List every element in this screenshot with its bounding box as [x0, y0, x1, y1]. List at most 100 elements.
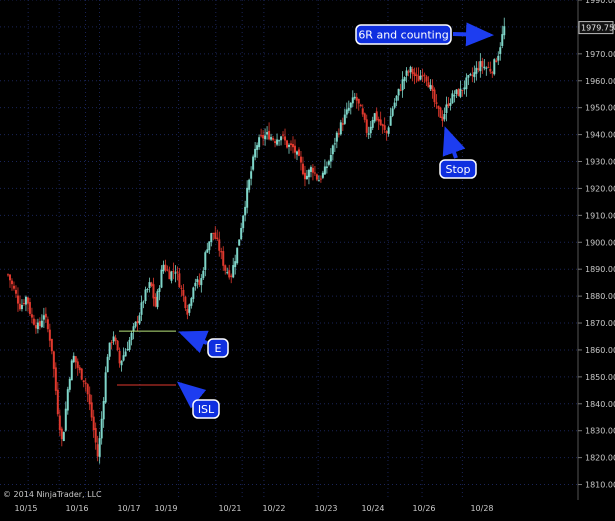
candle-body [479, 61, 482, 72]
candle-body [134, 321, 137, 327]
candle-body [286, 140, 289, 148]
candle-body [459, 88, 462, 97]
candle-body [425, 76, 428, 82]
y-tick-label: 1960.00 [585, 77, 615, 86]
candle-body [146, 288, 149, 290]
candle-body [168, 270, 171, 280]
candle-body [28, 302, 31, 314]
y-tick-label: 1830.00 [585, 427, 615, 436]
candle-body [166, 269, 169, 271]
candle-body [198, 280, 201, 285]
candle-body [276, 139, 279, 145]
candle-body [355, 97, 358, 101]
callout-box [439, 159, 477, 179]
candle-body [158, 288, 161, 292]
annotations: 6R and counting Stop E ISL [176, 22, 494, 419]
candle-body [250, 171, 253, 179]
candle-body [427, 82, 430, 88]
candle-body [447, 103, 450, 107]
candle-body [297, 149, 300, 156]
y-tick-label: 1870.00 [585, 319, 615, 328]
candle-body [256, 145, 259, 150]
candle-body [264, 135, 267, 140]
candle-body [92, 416, 95, 430]
candle-body [176, 271, 179, 273]
candle-body [10, 280, 13, 285]
candle-body [383, 125, 386, 130]
candle-body [361, 108, 364, 115]
candle-body [373, 113, 376, 122]
candle-body [495, 60, 498, 63]
candle-body [423, 74, 426, 76]
candle-body [467, 75, 470, 78]
candle-body [252, 156, 255, 170]
callout-label: Stop [445, 163, 470, 176]
candle-body [210, 233, 213, 243]
candle-body [493, 59, 496, 75]
candle-body [349, 102, 352, 108]
candle-body [258, 137, 261, 148]
candle-body [389, 115, 392, 126]
candle-body [218, 239, 221, 251]
candle-body [339, 122, 342, 135]
candle-body [82, 380, 85, 383]
candle-body [188, 304, 191, 313]
candle-body [154, 296, 157, 307]
candle-body [200, 278, 203, 286]
candle-body [60, 428, 63, 440]
candle-body [335, 132, 338, 142]
candle-body [180, 287, 183, 289]
candle-body [353, 96, 356, 99]
candle-body [270, 137, 273, 140]
candle-body [254, 148, 257, 158]
candle-body [262, 134, 265, 139]
candle-body [369, 126, 372, 134]
candle-body [196, 279, 199, 283]
candle-body [305, 175, 308, 180]
candle-body [363, 113, 366, 120]
candle-body [288, 144, 291, 147]
y-tick-label: 1860.00 [585, 346, 615, 355]
callout-label: 6R and counting [358, 29, 448, 42]
candle-body [301, 163, 304, 175]
candle-body [375, 111, 378, 120]
candle-body [70, 360, 73, 381]
candle-body [471, 74, 474, 77]
callout-arrow [452, 22, 494, 47]
x-tick-label: 10/15 [14, 504, 37, 513]
candle-body [128, 339, 131, 350]
candle-body [62, 432, 65, 442]
y-tick-label: 1950.00 [585, 104, 615, 113]
candle-body [80, 368, 83, 380]
candle-body [74, 356, 77, 363]
candle-body [112, 336, 115, 342]
candle-body [455, 89, 458, 95]
x-axis: 10/15 10/16 10/17 10/19 10/21 10/22 10/23 10/24… [14, 504, 493, 513]
candle-body [311, 167, 314, 173]
candle-body [411, 68, 414, 74]
candle-body [182, 289, 185, 296]
y-tick-label: 1880.00 [585, 292, 615, 301]
candle-body [164, 264, 167, 271]
candle-body [403, 77, 406, 82]
plot-area [0, 0, 578, 500]
candle-body [439, 107, 442, 118]
candle-body [68, 378, 71, 390]
candle-body [345, 109, 348, 115]
candle-body [248, 179, 251, 190]
candle-body [327, 161, 330, 165]
candle-body [359, 104, 362, 107]
candle-body [443, 114, 446, 120]
candle-body [208, 241, 211, 251]
candle-body [40, 320, 43, 328]
candle-body [202, 270, 205, 279]
candle-body [238, 239, 241, 246]
candle-body [7, 274, 9, 276]
candle-body [220, 251, 223, 253]
candle-body [16, 295, 19, 304]
candle-body [477, 68, 480, 70]
candle-body [315, 174, 318, 180]
candle-body [108, 342, 111, 357]
